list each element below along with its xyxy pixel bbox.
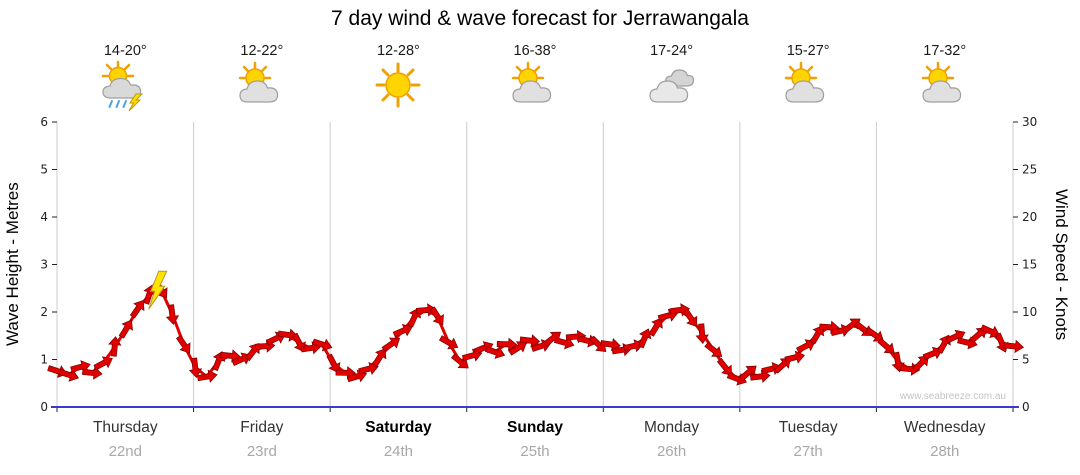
wind-arrow xyxy=(969,327,987,344)
temp-range-label: 15-27° xyxy=(786,43,830,59)
wind-arrow xyxy=(543,331,562,347)
temp-range-label: 12-22° xyxy=(240,43,284,59)
wind-arrow xyxy=(796,339,816,354)
day-label: Sunday xyxy=(507,419,563,436)
wind-arrow xyxy=(739,365,757,382)
wind-arrow xyxy=(682,308,698,327)
wind-arrow xyxy=(358,361,379,375)
cloudy-icon xyxy=(645,60,699,114)
wind-arrow xyxy=(623,339,644,353)
wind-axis-tick-label: 15 xyxy=(1022,258,1037,272)
temp-range-label: 16-38° xyxy=(513,43,557,59)
wave-axis-tick-label: 1 xyxy=(40,353,48,367)
day-label: Thursday xyxy=(92,419,158,436)
wind-arrow xyxy=(784,350,805,364)
wind-arrow xyxy=(519,334,541,348)
wind-arrow xyxy=(277,328,299,342)
wind-arrow xyxy=(81,366,103,380)
wave-axis-tick-label: 4 xyxy=(40,210,48,224)
wind-arrow xyxy=(165,304,180,325)
date-label: 25th xyxy=(520,443,550,460)
sun-cloud-icon xyxy=(508,60,562,114)
wind-arrow xyxy=(118,319,133,339)
date-label: 22nd xyxy=(108,443,142,460)
wind-arrow xyxy=(175,334,191,354)
wind-arrow xyxy=(484,346,506,359)
lightning-icon xyxy=(148,270,168,310)
sunny-icon xyxy=(371,60,425,114)
wind-arrow xyxy=(508,341,528,356)
wind-axis-tick-label: 30 xyxy=(1022,115,1037,129)
wind-arrow xyxy=(58,368,80,382)
wind-arrow xyxy=(372,348,387,368)
temp-range-label: 12-28° xyxy=(376,43,420,59)
wind-arrow xyxy=(1003,339,1025,354)
wind-arrow xyxy=(648,317,663,337)
wave-axis-tick-label: 2 xyxy=(40,305,48,319)
wind-axis-tick-label: 5 xyxy=(1022,353,1030,367)
wind-arrow xyxy=(704,341,723,357)
day-label: Saturday xyxy=(365,419,432,436)
wind-speed-axis-title: Wind Speed - Knots xyxy=(1052,188,1071,341)
date-label: 27th xyxy=(793,443,823,460)
wind-arrow xyxy=(392,323,413,338)
wind-arrow xyxy=(809,325,825,345)
wind-arrow xyxy=(93,356,113,371)
wind-arrow xyxy=(695,323,709,344)
wind-arrow xyxy=(980,324,1001,338)
wind-axis-tick-label: 25 xyxy=(1022,163,1037,177)
temp-range-label: 14-20° xyxy=(103,43,147,59)
wind-arrow xyxy=(108,336,122,357)
storm-icon xyxy=(98,60,152,114)
wave-axis-tick-label: 6 xyxy=(40,115,48,129)
wind-arrow xyxy=(188,357,203,379)
wind-axis-tick-label: 20 xyxy=(1022,210,1037,224)
wave-axis-tick-label: 3 xyxy=(40,258,48,272)
sun-cloud-icon xyxy=(781,60,835,114)
temp-range-label: 17-24° xyxy=(650,43,694,59)
wind-arrow xyxy=(438,335,459,350)
wind-arrow xyxy=(877,337,895,354)
watermark: www.seabreeze.com.au xyxy=(899,391,1006,402)
temp-range-label: 17-32° xyxy=(923,43,967,59)
wave-axis-tick-label: 5 xyxy=(40,163,48,177)
day-label: Friday xyxy=(240,419,284,436)
day-label: Wednesday xyxy=(903,419,986,436)
wind-axis-tick-label: 0 xyxy=(1022,400,1030,414)
sun-cloud-icon xyxy=(918,60,972,114)
day-label: Monday xyxy=(643,419,700,436)
sun-cloud-icon xyxy=(235,60,289,114)
wind-arrow xyxy=(716,357,732,376)
wind-axis-tick-label: 10 xyxy=(1022,305,1037,319)
date-label: 23rd xyxy=(246,443,277,460)
wind-arrow xyxy=(326,353,341,374)
wind-arrow xyxy=(196,369,218,383)
wind-arrow xyxy=(496,337,518,352)
date-label: 24th xyxy=(383,443,414,460)
wind-series xyxy=(47,279,1025,386)
wave-axis-tick-label: 0 xyxy=(40,400,48,414)
wind-arrow xyxy=(129,299,145,319)
day-label: Tuesday xyxy=(778,419,838,436)
date-label: 26th xyxy=(656,443,687,460)
wind-arrow xyxy=(865,326,884,342)
wind-arrow xyxy=(912,355,929,373)
date-label: 28th xyxy=(930,443,960,460)
page-title: 7 day wind & wave forecast for Jerrawang… xyxy=(331,7,749,30)
wind-arrow xyxy=(429,306,444,326)
wind-arrow xyxy=(312,338,333,352)
wind-arrow xyxy=(381,337,401,353)
